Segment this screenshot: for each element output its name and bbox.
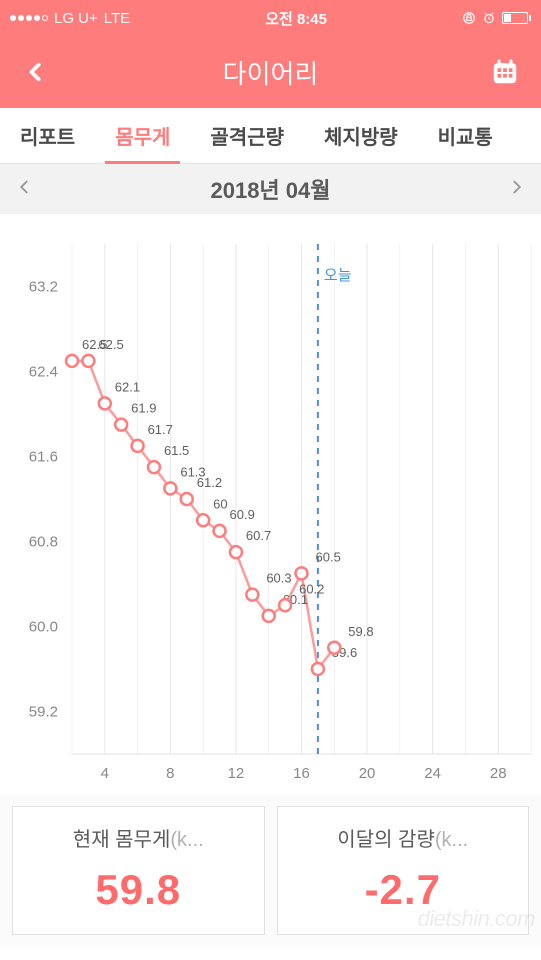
status-right [462, 11, 531, 25]
back-button[interactable] [18, 54, 54, 90]
svg-text:24: 24 [424, 765, 441, 782]
current-weight-unit: (k... [170, 829, 203, 851]
monthly-loss-label: 이달의 감량(k... [286, 823, 521, 852]
carrier-label: LG U+ [54, 10, 98, 27]
svg-text:61.5: 61.5 [164, 443, 189, 458]
current-weight-label-text: 현재 몸무게 [73, 829, 171, 851]
next-month-button[interactable] [507, 178, 525, 201]
status-time: 오전 8:45 [265, 8, 327, 29]
svg-text:60.8: 60.8 [29, 534, 58, 551]
today-label: 오늘 [324, 264, 352, 285]
current-weight-card: 현재 몸무게(k... 59.8 [12, 806, 265, 935]
page-title: 다이어리 [223, 54, 319, 91]
svg-text:60: 60 [213, 496, 227, 511]
tab-체지방량[interactable]: 체지방량 [304, 108, 418, 163]
svg-text:20: 20 [359, 765, 376, 782]
svg-text:60.3: 60.3 [266, 571, 291, 586]
network-label: LTE [104, 10, 130, 27]
prev-month-button[interactable] [16, 178, 34, 201]
svg-text:60.5: 60.5 [316, 549, 341, 564]
svg-text:61.7: 61.7 [148, 422, 173, 437]
current-weight-label: 현재 몸무게(k... [21, 823, 256, 852]
svg-text:60.2: 60.2 [299, 581, 324, 596]
lock-rotation-icon [462, 11, 476, 25]
status-left: LG U+ LTE [10, 10, 130, 27]
svg-text:62.1: 62.1 [115, 379, 140, 394]
monthly-loss-unit: (k... [435, 829, 468, 851]
svg-text:59.8: 59.8 [348, 624, 373, 639]
calendar-icon [490, 57, 520, 87]
svg-text:63.2: 63.2 [29, 279, 58, 296]
signal-dots [10, 15, 48, 21]
svg-text:60.7: 60.7 [246, 528, 271, 543]
svg-text:62.5: 62.5 [98, 337, 123, 352]
app-header: 다이어리 [0, 36, 541, 108]
svg-text:61.9: 61.9 [131, 401, 156, 416]
chevron-left-icon [25, 61, 47, 83]
tab-리포트[interactable]: 리포트 [0, 108, 95, 163]
svg-text:8: 8 [166, 765, 174, 782]
tab-골격근량[interactable]: 골격근량 [190, 108, 304, 163]
weight-chart: 59.2 60.0 60.8 61.6 62.4 63.2 4 8 12 16 20 24 28 62.5… [0, 214, 541, 794]
calendar-button[interactable] [487, 54, 523, 90]
monthly-loss-label-text: 이달의 감량 [337, 829, 435, 851]
svg-text:61.6: 61.6 [29, 449, 58, 466]
tab-비교통[interactable]: 비교통 [418, 108, 513, 163]
tabs-bar: 리포트몸무게골격근량체지방량비교통 [0, 108, 541, 164]
svg-text:61.2: 61.2 [197, 475, 222, 490]
tab-몸무게[interactable]: 몸무게 [95, 108, 190, 163]
current-weight-value: 59.8 [21, 866, 256, 914]
svg-text:4: 4 [101, 765, 109, 782]
date-navigator: 2018년 04월 [0, 164, 541, 214]
alarm-icon [482, 11, 496, 25]
svg-text:60.0: 60.0 [29, 619, 58, 636]
date-label: 2018년 04월 [210, 173, 330, 205]
status-bar: LG U+ LTE 오전 8:45 [0, 0, 541, 36]
svg-text:59.2: 59.2 [29, 704, 58, 721]
svg-text:16: 16 [293, 765, 310, 782]
svg-text:28: 28 [490, 765, 507, 782]
watermark: dietshin.com [417, 906, 535, 932]
svg-text:60.9: 60.9 [230, 507, 255, 522]
battery-icon [502, 12, 531, 24]
svg-text:62.4: 62.4 [29, 364, 58, 381]
chart-svg: 59.2 60.0 60.8 61.6 62.4 63.2 4 8 12 16 20 24 28 62.5… [0, 214, 541, 794]
svg-text:12: 12 [228, 765, 245, 782]
